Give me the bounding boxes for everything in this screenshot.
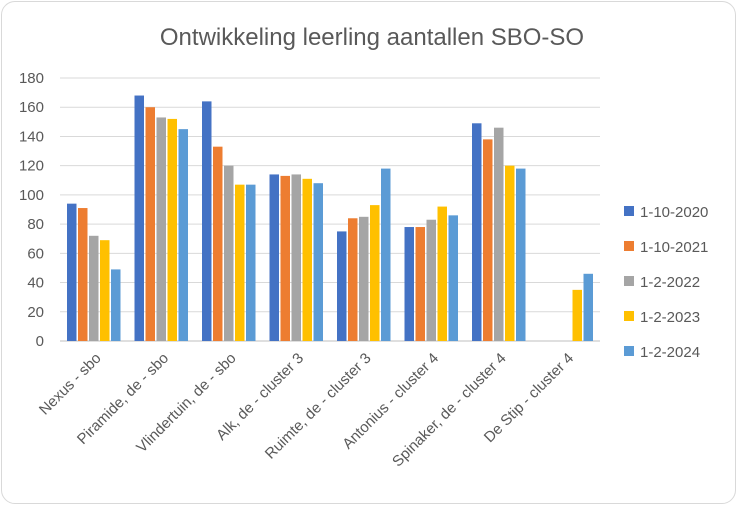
bar: [100, 240, 110, 341]
bar: [302, 178, 312, 341]
bar: [381, 168, 391, 341]
bar: [472, 123, 482, 342]
y-tick-label: 140: [19, 128, 44, 145]
bar: [134, 95, 144, 342]
legend-swatch: [624, 311, 634, 321]
bar: [583, 273, 593, 341]
bar: [426, 219, 436, 341]
bar: [280, 175, 290, 341]
legend-label: 1-10-2020: [640, 204, 708, 221]
legend-label: 1-2-2023: [640, 309, 700, 326]
bar: [448, 215, 458, 341]
bar: [145, 107, 155, 341]
bar: [313, 183, 323, 341]
y-tick-label: 40: [27, 275, 44, 292]
y-tick-label: 160: [19, 99, 44, 116]
bar: [437, 206, 447, 341]
legend-swatch: [624, 241, 634, 251]
bar: [404, 227, 414, 341]
bar: [78, 208, 88, 341]
bar: [213, 146, 223, 341]
bar: [167, 118, 177, 342]
bar: [415, 227, 425, 341]
bar: [111, 269, 121, 341]
y-tick-label: 20: [27, 304, 44, 321]
y-tick-label: 0: [36, 333, 44, 350]
legend-swatch: [624, 206, 634, 216]
bar: [337, 231, 347, 341]
bar: [370, 205, 380, 341]
y-tick-label: 100: [19, 187, 44, 204]
legend-swatch: [624, 346, 634, 356]
bar: [483, 139, 493, 341]
bar: [505, 165, 515, 341]
y-tick-label: 120: [19, 158, 44, 175]
bar: [89, 235, 99, 341]
y-tick-label: 80: [27, 216, 44, 233]
y-tick-label: 60: [27, 245, 44, 262]
legend-swatch: [624, 276, 634, 286]
legend-label: 1-2-2022: [640, 274, 700, 291]
y-tick-label: 180: [19, 70, 44, 87]
bar: [224, 165, 234, 341]
bar: [516, 168, 526, 341]
bar: [202, 101, 212, 341]
x-category-label: Spinaker, de - cluster 4: [389, 350, 510, 471]
bar: [156, 117, 166, 341]
x-category-label: Nexus - sbo: [36, 350, 105, 419]
bar: [246, 184, 256, 341]
y-axis-ticks: 0 20 40 60 80 100 120 140 160 180: [19, 70, 44, 350]
legend: 1-10-2020 1-10-2021 1-2-2022 1-2-2023 1-2-20…: [624, 204, 708, 361]
bar: [178, 129, 188, 341]
bar: [359, 216, 369, 341]
bar: [572, 289, 582, 341]
chart-title: Ontwikkeling leerling aantallen SBO-SO: [160, 24, 584, 51]
bar: [348, 218, 358, 341]
bar: [67, 203, 77, 341]
bar: [291, 174, 301, 341]
bar: [235, 184, 245, 341]
legend-label: 1-10-2021: [640, 239, 708, 256]
bars: [67, 95, 593, 342]
legend-label: 1-2-2024: [640, 344, 700, 361]
bar: [494, 127, 504, 341]
bar: [269, 174, 279, 341]
